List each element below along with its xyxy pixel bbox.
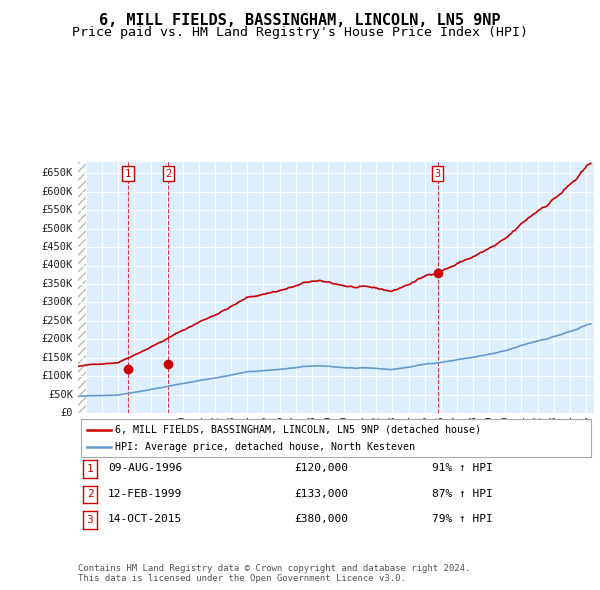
Text: 6, MILL FIELDS, BASSINGHAM, LINCOLN, LN5 9NP: 6, MILL FIELDS, BASSINGHAM, LINCOLN, LN5…: [99, 13, 501, 28]
Text: 2: 2: [165, 169, 172, 179]
Text: £400K: £400K: [41, 261, 73, 270]
Text: £500K: £500K: [41, 224, 73, 234]
Text: £133,000: £133,000: [294, 489, 348, 499]
Text: £450K: £450K: [41, 242, 73, 252]
Text: 3: 3: [86, 515, 94, 525]
Text: £300K: £300K: [41, 297, 73, 307]
Text: £50K: £50K: [48, 389, 73, 399]
Text: Contains HM Land Registry data © Crown copyright and database right 2024.
This d: Contains HM Land Registry data © Crown c…: [78, 563, 470, 583]
Text: 87% ↑ HPI: 87% ↑ HPI: [432, 489, 493, 499]
Text: 2: 2: [86, 490, 94, 499]
Text: HPI: Average price, detached house, North Kesteven: HPI: Average price, detached house, Nort…: [115, 441, 415, 451]
Text: £0: £0: [61, 408, 73, 418]
Text: £550K: £550K: [41, 205, 73, 215]
Text: £650K: £650K: [41, 168, 73, 178]
Text: £350K: £350K: [41, 279, 73, 289]
Text: 1: 1: [86, 464, 94, 474]
Text: 79% ↑ HPI: 79% ↑ HPI: [432, 514, 493, 524]
Text: 91% ↑ HPI: 91% ↑ HPI: [432, 464, 493, 473]
Text: 09-AUG-1996: 09-AUG-1996: [108, 464, 182, 473]
Text: 14-OCT-2015: 14-OCT-2015: [108, 514, 182, 524]
Text: £200K: £200K: [41, 335, 73, 344]
Text: £150K: £150K: [41, 353, 73, 363]
Text: £250K: £250K: [41, 316, 73, 326]
Bar: [78, 162, 86, 413]
Text: 6, MILL FIELDS, BASSINGHAM, LINCOLN, LN5 9NP (detached house): 6, MILL FIELDS, BASSINGHAM, LINCOLN, LN5…: [115, 425, 481, 435]
Text: £600K: £600K: [41, 187, 73, 196]
Text: £380,000: £380,000: [294, 514, 348, 524]
Text: Price paid vs. HM Land Registry's House Price Index (HPI): Price paid vs. HM Land Registry's House …: [72, 26, 528, 39]
Text: £120,000: £120,000: [294, 464, 348, 473]
Text: 12-FEB-1999: 12-FEB-1999: [108, 489, 182, 499]
Text: £100K: £100K: [41, 371, 73, 381]
Text: 1: 1: [125, 169, 131, 179]
Text: 3: 3: [434, 169, 441, 179]
